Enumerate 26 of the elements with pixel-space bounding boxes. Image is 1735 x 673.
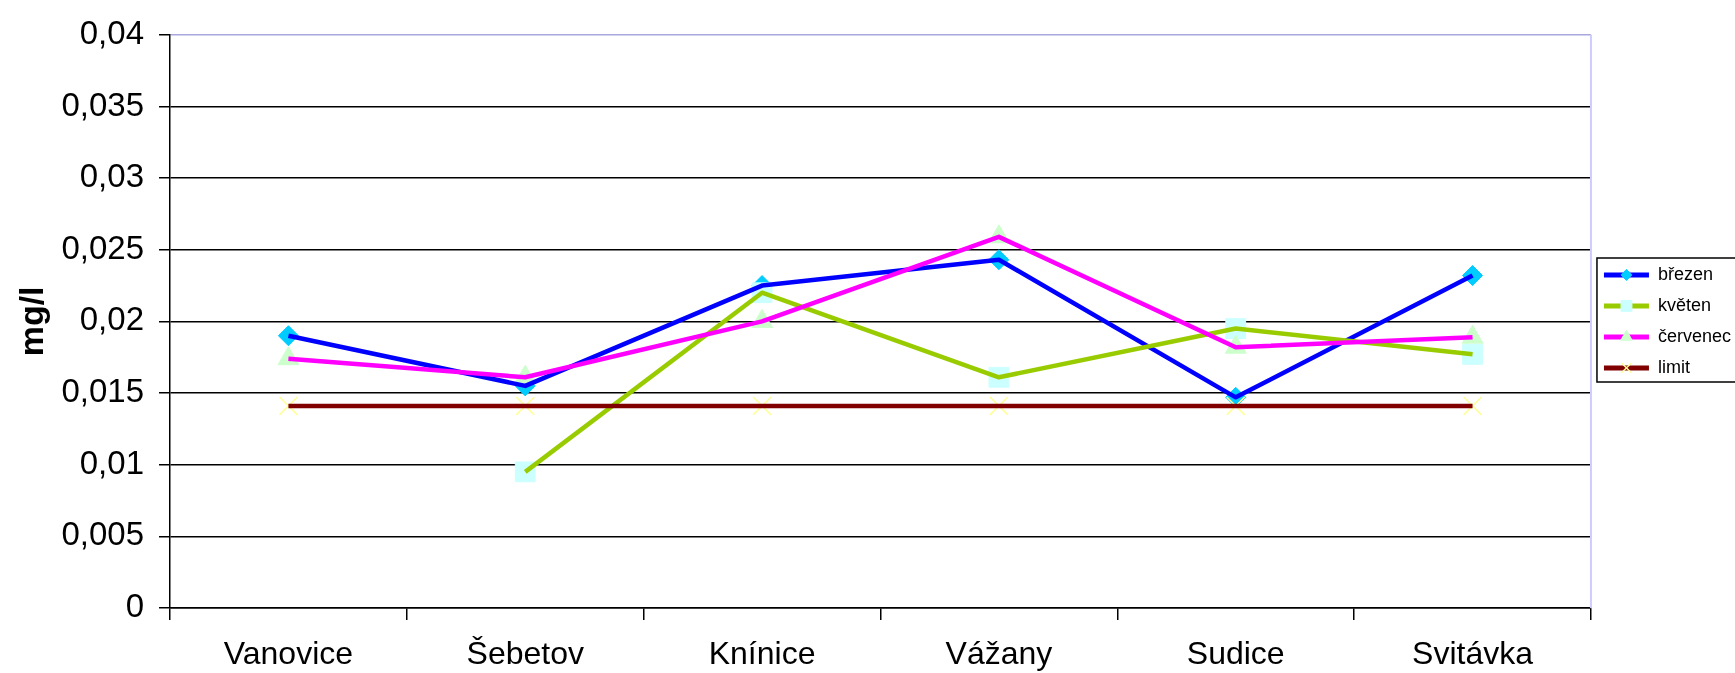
legend-label: červenec	[1657, 325, 1732, 346]
point	[1225, 396, 1246, 416]
point	[989, 396, 1009, 416]
y-tick-label: 0,01	[79, 443, 144, 481]
x-tick-label: Sudice	[1186, 635, 1285, 672]
legend-label: květen	[1657, 294, 1712, 315]
x-tick-label: Vážany	[945, 635, 1053, 672]
point	[1462, 396, 1483, 416]
y-tick-label: 0,02	[79, 300, 144, 338]
x-tick-label: Šebetov	[466, 635, 584, 672]
legend-label: limit	[1657, 356, 1690, 377]
x-tick-label: Vanovice	[223, 635, 354, 672]
y-axis-title: mg/l	[11, 286, 50, 357]
y-tick-label: 0,035	[61, 85, 144, 123]
point	[515, 396, 536, 416]
y-tick-label: 0	[125, 587, 144, 625]
x-tick-label: Knínice	[708, 635, 816, 672]
point	[278, 396, 299, 416]
y-tick-label: 0,015	[61, 372, 144, 410]
y-tick-label: 0,005	[61, 515, 144, 553]
point	[752, 396, 772, 416]
y-tick-label: 0,04	[79, 13, 144, 51]
y-tick-label: 0,03	[79, 157, 144, 195]
legend-label: březen	[1657, 263, 1714, 284]
y-tick-label: 0,025	[61, 228, 144, 266]
x-tick-label: Svitávka	[1412, 635, 1534, 672]
